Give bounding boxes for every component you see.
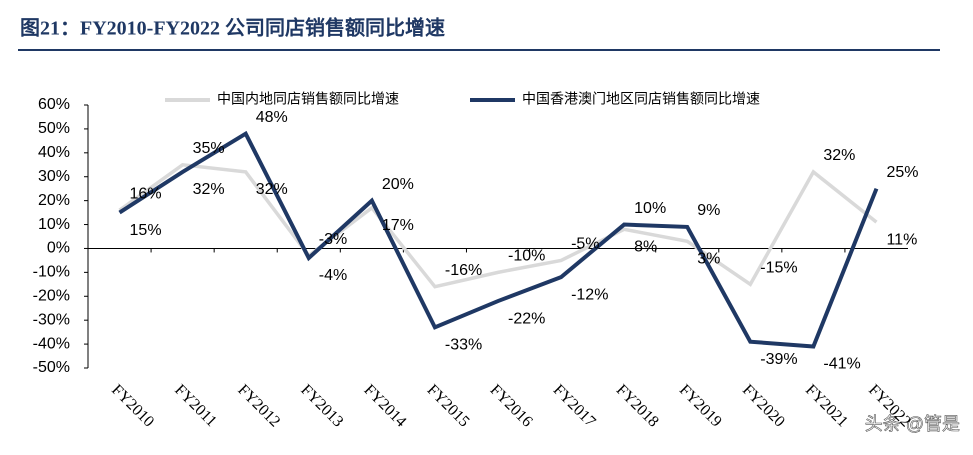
data-label: 10%: [634, 200, 666, 217]
data-label: -3%: [319, 231, 347, 248]
data-label: 16%: [130, 185, 162, 202]
data-label: 35%: [193, 140, 225, 157]
data-label: 32%: [193, 181, 225, 198]
data-label: 20%: [382, 176, 414, 193]
data-label: 9%: [697, 202, 720, 219]
series-line: [118, 130, 879, 349]
y-tick-label: 40%: [38, 144, 70, 161]
data-label: -12%: [571, 286, 608, 303]
legend-label: 中国内地同店销售额同比增速: [217, 91, 399, 107]
data-label: 8%: [634, 239, 657, 256]
y-tick-label: 10%: [38, 216, 70, 233]
x-tick-label: FY2016: [487, 381, 536, 430]
x-tick-label: FY2019: [676, 381, 725, 430]
data-label: -5%: [571, 236, 599, 253]
watermark: 头条 @管是: [865, 414, 960, 434]
data-label: -15%: [760, 260, 797, 277]
y-tick-label: 30%: [38, 168, 70, 185]
data-label: 48%: [256, 109, 288, 126]
data-label: -39%: [760, 351, 797, 368]
x-tick-label: FY2012: [234, 381, 283, 430]
y-tick-label: -30%: [33, 311, 70, 328]
data-label: -4%: [319, 267, 347, 284]
data-label: -41%: [823, 356, 860, 373]
y-tick-label: 0%: [47, 240, 70, 257]
y-tick-label: 20%: [38, 192, 70, 209]
y-tick-label: -20%: [33, 287, 70, 304]
data-label: 15%: [130, 222, 162, 239]
y-tick-label: 60%: [38, 96, 70, 113]
x-tick-label: FY2015: [423, 381, 472, 430]
y-tick-label: -10%: [33, 264, 70, 281]
x-tick-label: FY2017: [550, 381, 599, 430]
legend-label: 中国香港澳门地区同店销售额同比增速: [522, 91, 760, 107]
data-label: 25%: [886, 164, 918, 181]
data-label: 32%: [256, 181, 288, 198]
data-label: -22%: [508, 310, 545, 327]
data-label: 3%: [697, 251, 720, 268]
x-tick-label: FY2018: [613, 381, 662, 430]
x-tick-label: FY2021: [802, 381, 851, 430]
chart-title: 图21：FY2010-FY2022 公司同店销售额同比增速: [20, 16, 445, 40]
x-tick-label: FY2020: [739, 381, 788, 430]
y-tick-label: -40%: [33, 335, 70, 352]
x-tick-label: FY2011: [171, 381, 220, 430]
data-label: -10%: [508, 248, 545, 265]
y-tick-label: -50%: [33, 359, 70, 376]
data-label: 17%: [382, 217, 414, 234]
x-tick-label: FY2014: [360, 381, 409, 430]
data-label: 32%: [823, 147, 855, 164]
data-label: -16%: [445, 262, 482, 279]
data-label: -33%: [445, 337, 482, 354]
x-tick-label: FY2010: [108, 381, 157, 430]
y-tick-label: 50%: [38, 120, 70, 137]
x-tick-label: FY2013: [297, 381, 346, 430]
data-label: 11%: [886, 231, 917, 248]
series-line: [118, 162, 878, 289]
